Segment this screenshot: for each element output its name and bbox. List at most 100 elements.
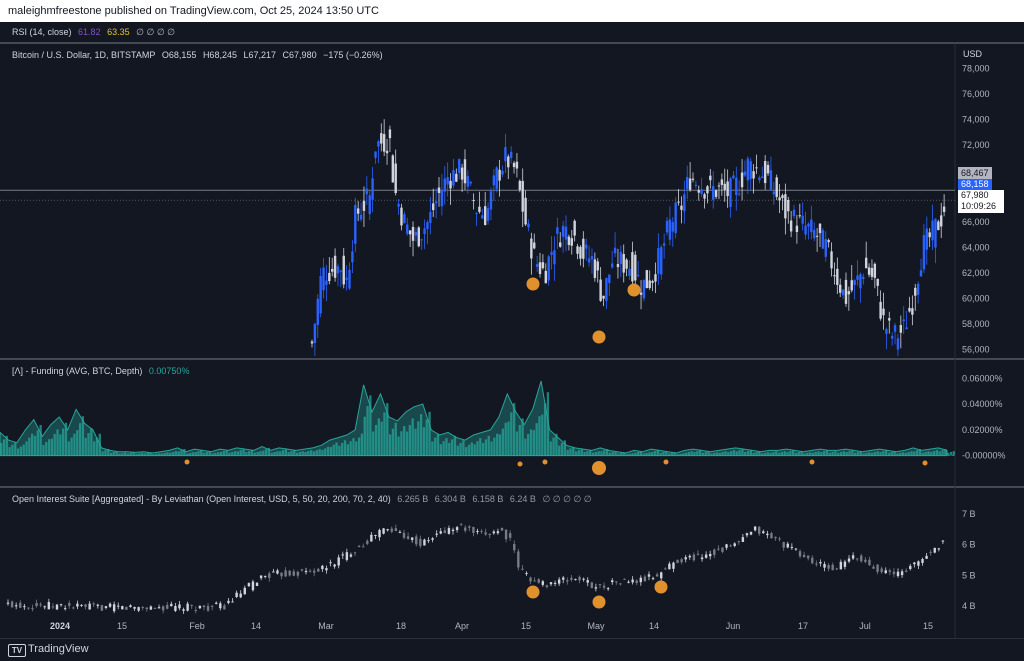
price-candle-body (371, 178, 374, 200)
oi-candle-body (664, 568, 667, 570)
oi-candle-body (468, 526, 471, 528)
price-candle-body (847, 291, 851, 295)
price-candle-body (622, 253, 625, 273)
funding-bar (363, 416, 366, 456)
funding-bar (380, 421, 383, 456)
funding-bar (656, 450, 660, 456)
oi-axis-tick-label: 6 B (962, 540, 976, 550)
oi-legend[interactable]: Open Interest Suite [Aggregated] - By Le… (12, 494, 596, 505)
oi-candle-body (427, 540, 430, 542)
price-candle-body (403, 214, 406, 224)
oi-candle-body (161, 606, 165, 611)
price-candle-body (628, 268, 631, 276)
funding-bar (93, 441, 96, 456)
funding-bar (81, 416, 85, 456)
funding-bar (766, 452, 769, 456)
funding-bar (910, 451, 913, 456)
funding-bar (580, 449, 583, 456)
funding-bar (62, 428, 65, 456)
funding-bar (101, 451, 104, 456)
oi-candle-body (753, 526, 757, 531)
funding-bar (470, 442, 473, 456)
price-candle-body (844, 279, 848, 304)
funding-bar (431, 441, 434, 456)
funding-bar (245, 452, 248, 456)
currency-label[interactable]: USD (963, 49, 983, 59)
price-candle-body (729, 178, 732, 208)
price-candle-body (867, 267, 871, 275)
price-candle-body (879, 301, 882, 319)
price-candle-body (908, 307, 911, 312)
oi-candle-body (174, 605, 177, 611)
time-axis-tick-label: Apr (455, 621, 469, 631)
price-candle-body (740, 172, 744, 188)
price-candle-body (746, 158, 750, 181)
funding-bar (250, 450, 254, 456)
price-candle-body (899, 325, 903, 333)
price-candle-body (660, 247, 663, 275)
oi-candle-body (443, 530, 447, 534)
funding-bar (608, 452, 612, 456)
price-candle-body (674, 202, 677, 234)
funding-bar (321, 449, 324, 456)
oi-candle-body (317, 568, 320, 572)
funding-bar (546, 392, 550, 456)
funding-bar (124, 452, 127, 456)
price-candle-body (550, 252, 553, 255)
funding-bar (839, 451, 843, 456)
price-candle-body (567, 236, 571, 246)
funding-bar (22, 444, 25, 456)
oi-candle-body (839, 561, 843, 570)
funding-bar (899, 452, 902, 456)
funding-bar (118, 453, 121, 456)
price-candle-body (463, 159, 467, 184)
oi-candle-body (92, 603, 95, 605)
oi-candle-body (6, 602, 10, 604)
brand-name[interactable]: TradingView (28, 643, 89, 655)
oi-candle-body (198, 605, 202, 609)
price-legend[interactable]: Bitcoin / U.S. Dollar, 1D, BITSTAMP O68,… (12, 50, 387, 60)
oi-bottom-marker (526, 585, 540, 599)
price-candle-body (351, 251, 354, 263)
oi-candle-body (578, 576, 581, 581)
funding-bar (924, 451, 927, 456)
funding-bar (465, 447, 468, 456)
oi-candle-body (696, 553, 700, 555)
funding-bar (459, 442, 462, 456)
oi-candle-body (23, 606, 26, 608)
price-candle-body (452, 170, 455, 186)
price-candle-body (720, 179, 724, 185)
price-candle-body (882, 308, 885, 316)
oi-candle-body (651, 578, 655, 580)
oi-candle-body (370, 534, 373, 542)
oi-candle-body (774, 536, 777, 539)
price-candle-body (512, 162, 516, 168)
funding-label: [Λ] - Funding (AVG, BTC, Depth) (12, 366, 143, 376)
funding-bar (318, 449, 321, 456)
price-candle-body (507, 156, 510, 168)
funding-bar (259, 451, 262, 456)
price-candle-body (700, 189, 703, 194)
oi-candle-body (692, 554, 696, 561)
funding-bar (386, 403, 389, 456)
price-candle-body (784, 194, 787, 219)
funding-bar (374, 424, 378, 456)
oi-candle-body (709, 553, 712, 557)
funding-bar (755, 451, 758, 456)
oi-candle-body (802, 554, 806, 558)
oi-candle-body (713, 549, 716, 556)
price-candle-body (483, 206, 487, 226)
funding-legend[interactable]: [Λ] - Funding (AVG, BTC, Depth) 0.00750% (12, 366, 193, 376)
oi-candle-body (39, 604, 42, 606)
oi-candle-body (72, 607, 75, 609)
funding-bar (490, 441, 493, 456)
price-candle-body (579, 246, 582, 259)
oi-candle-body (913, 562, 916, 565)
funding-bar (14, 442, 17, 456)
oi-candle-body (390, 528, 393, 532)
funding-bar (11, 444, 14, 456)
price-candle-body (602, 295, 605, 299)
rsi-legend[interactable]: RSI (14, close) 61.82 63.35 ∅ ∅ ∅ ∅ (12, 27, 179, 38)
ohlc-open: O68,155 (161, 50, 197, 60)
